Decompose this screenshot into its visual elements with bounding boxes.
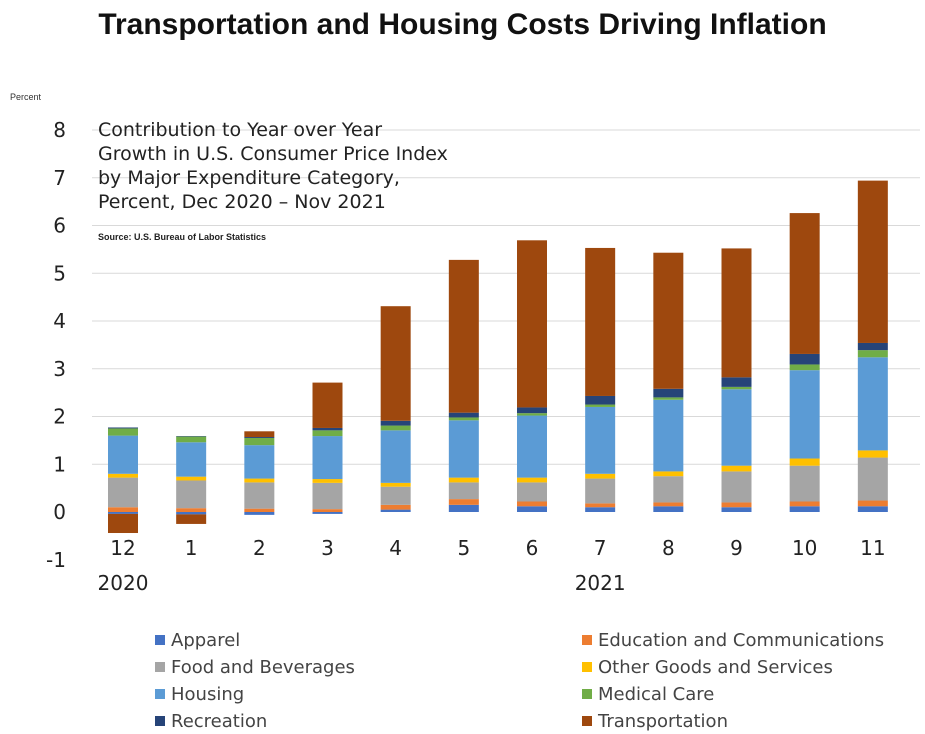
legend-label: Recreation bbox=[171, 711, 267, 732]
legend-item-food-and-beverages: Food and Beverages bbox=[155, 657, 355, 678]
legend-swatch bbox=[155, 662, 165, 672]
legend-swatch bbox=[582, 635, 592, 645]
legend-swatch bbox=[582, 716, 592, 726]
legend-item-transportation: Transportation bbox=[582, 711, 728, 732]
legend-label: Education and Communications bbox=[598, 630, 884, 651]
legend-item-housing: Housing bbox=[155, 684, 244, 705]
legend-item-recreation: Recreation bbox=[155, 711, 267, 732]
legend-item-other-goods-and-services: Other Goods and Services bbox=[582, 657, 833, 678]
legend-label: Other Goods and Services bbox=[598, 657, 833, 678]
legend-swatch bbox=[155, 635, 165, 645]
legend-label: Medical Care bbox=[598, 684, 714, 705]
legend-item-education-and-communications: Education and Communications bbox=[582, 630, 884, 651]
legend-label: Housing bbox=[171, 684, 244, 705]
legend-item-apparel: Apparel bbox=[155, 630, 240, 651]
legend-label: Food and Beverages bbox=[171, 657, 355, 678]
legend-swatch bbox=[155, 689, 165, 699]
legend-swatch bbox=[582, 689, 592, 699]
legend-label: Transportation bbox=[598, 711, 728, 732]
legend-swatch bbox=[155, 716, 165, 726]
legend-item-medical-care: Medical Care bbox=[582, 684, 714, 705]
legend-swatch bbox=[582, 662, 592, 672]
legend-label: Apparel bbox=[171, 630, 240, 651]
